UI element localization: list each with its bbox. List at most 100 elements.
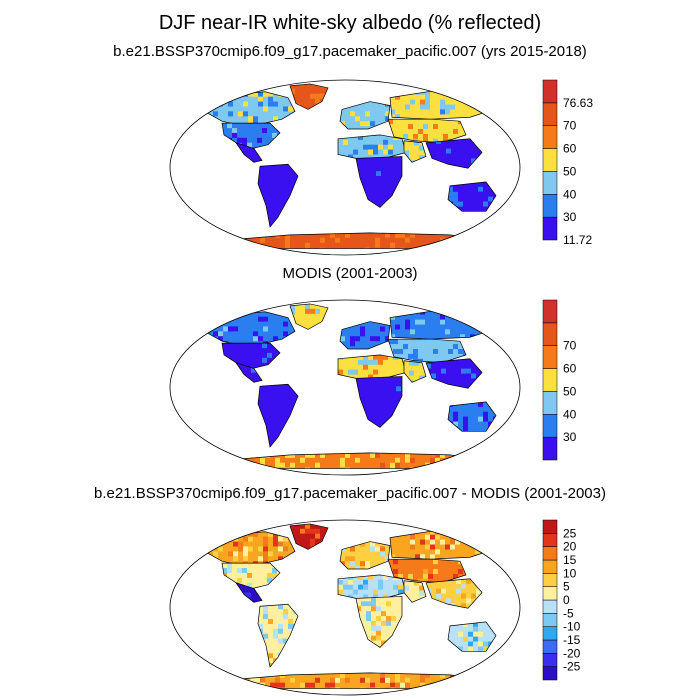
- panel-1-title: b.e21.BSSP370cmip6.f09_g17.pacemaker_pac…: [113, 43, 587, 60]
- colorbar-tick-label: 50: [563, 164, 577, 178]
- region-antarctica: [219, 452, 492, 469]
- colorbar-swatch: [542, 613, 558, 627]
- colorbar-tick-label: 40: [563, 407, 577, 421]
- colorbar-tick-label: 60: [563, 142, 577, 156]
- region-africa-s: [355, 156, 403, 208]
- region-antarctica: [219, 232, 492, 249]
- region-siberia: [389, 309, 501, 340]
- colorbar-tick-label: 15: [563, 553, 577, 567]
- region-siberia: [389, 529, 501, 560]
- region-sahara: [337, 134, 407, 159]
- colorbar-swatch: [542, 559, 558, 574]
- colorbar-swatch: [542, 194, 558, 218]
- colorbar-tick-label: 40: [563, 187, 577, 201]
- colorbar-swatch: [542, 586, 558, 601]
- region-australia: [447, 621, 497, 652]
- colorbar-2: 30 40 50 60 70: [542, 299, 577, 461]
- region-siberia: [389, 89, 501, 120]
- region-greenland: [289, 303, 329, 330]
- colorbar-swatch: [542, 599, 558, 614]
- region-africa-s: [355, 376, 403, 428]
- region-central-asia: [387, 118, 467, 144]
- region-europe: [339, 541, 391, 570]
- colorbar-swatch: [542, 533, 558, 547]
- map-1: [169, 79, 521, 256]
- colorbar-tick-label: 25: [563, 526, 577, 540]
- region-canada: [207, 531, 296, 566]
- colorbar-swatch: [542, 171, 558, 195]
- region-australia: [447, 401, 497, 432]
- region-greenland: [289, 83, 329, 110]
- colorbar-swatch: [542, 626, 558, 641]
- colorbar-swatch: [542, 391, 558, 415]
- colorbar-swatch: [542, 216, 558, 241]
- colorbar-tick-label: 0: [563, 593, 570, 607]
- region-arabian-peninsula: [403, 140, 427, 163]
- colorbar-swatch: [542, 79, 558, 104]
- region-tropical-forests: [257, 163, 299, 228]
- colorbar-tick-label: -5: [563, 606, 574, 620]
- colorbar-swatch: [542, 345, 558, 369]
- page-title: DJF near-IR white-sky albedo (% reflecte…: [158, 12, 542, 34]
- colorbar-swatch: [542, 573, 558, 587]
- colorbar-tick-label: 5: [563, 580, 570, 594]
- colorbar-tick-label: 30: [563, 210, 577, 224]
- region-canada: [207, 91, 296, 126]
- panel-2-title: MODIS (2001-2003): [282, 265, 418, 282]
- region-tropical-forests: [257, 383, 299, 448]
- colorbar-tick-label: -20: [563, 646, 581, 660]
- map-fill: [207, 523, 501, 689]
- colorbar-swatch: [542, 148, 558, 172]
- region-europe: [339, 101, 391, 130]
- colorbar-tick-label: 76.63: [563, 96, 593, 110]
- colorbar-swatch: [542, 102, 558, 126]
- colorbar-tick-label: -10: [563, 620, 581, 634]
- colorbar-tick-label: 70: [563, 119, 577, 133]
- region-arabian-peninsula: [403, 360, 427, 383]
- map-border: [169, 299, 521, 476]
- map-border: [169, 79, 521, 256]
- colorbar-swatch: [542, 639, 558, 654]
- colorbar-swatch: [542, 666, 558, 681]
- colorbar-1: 11.72 30 40 50 60 70 76.63: [542, 79, 593, 247]
- colorbar-tick-label: 10: [563, 566, 577, 580]
- colorbar-swatch: [542, 125, 558, 149]
- colorbar-tick-label: 70: [563, 339, 577, 353]
- region-arabian-peninsula: [403, 580, 427, 603]
- region-antarctica: [219, 672, 492, 689]
- colorbar-swatch: [542, 653, 558, 667]
- region-sahara: [337, 574, 407, 599]
- colorbar-tick-label: 11.72: [563, 233, 592, 247]
- colorbar-swatch: [542, 546, 558, 561]
- region-india-se-asia: [425, 578, 483, 609]
- region-india-se-asia: [425, 358, 483, 389]
- region-australia: [447, 181, 497, 212]
- region-central-asia: [387, 338, 467, 364]
- map-fill: [207, 303, 501, 469]
- colorbar-swatch: [542, 299, 558, 324]
- region-india-se-asia: [425, 138, 483, 169]
- colorbar-tick-label: -15: [563, 633, 581, 647]
- colorbar-tick-label: 50: [563, 384, 577, 398]
- colorbar-swatch: [542, 414, 558, 438]
- colorbar-tick-label: 30: [563, 430, 577, 444]
- region-canada: [207, 311, 296, 346]
- colorbar-tick-label: 20: [563, 540, 577, 554]
- colorbar-tick-label: -25: [563, 660, 581, 674]
- region-tropical-forests: [257, 603, 299, 668]
- colorbar-swatch: [542, 519, 558, 534]
- colorbar-swatch: [542, 436, 558, 461]
- map-fill: [207, 83, 501, 249]
- panel-3-title: b.e21.BSSP370cmip6.f09_g17.pacemaker_pac…: [94, 485, 606, 502]
- region-sahara: [337, 354, 407, 379]
- region-greenland: [289, 523, 329, 550]
- panel-1-map: 11.72 30 40 50 60 70 76.63: [169, 79, 593, 256]
- colorbar-swatch: [542, 322, 558, 346]
- map-3: [169, 519, 521, 696]
- region-europe: [339, 321, 391, 350]
- region-africa-s: [355, 596, 403, 648]
- colorbar-tick-label: 60: [563, 362, 577, 376]
- map-2: [169, 299, 521, 476]
